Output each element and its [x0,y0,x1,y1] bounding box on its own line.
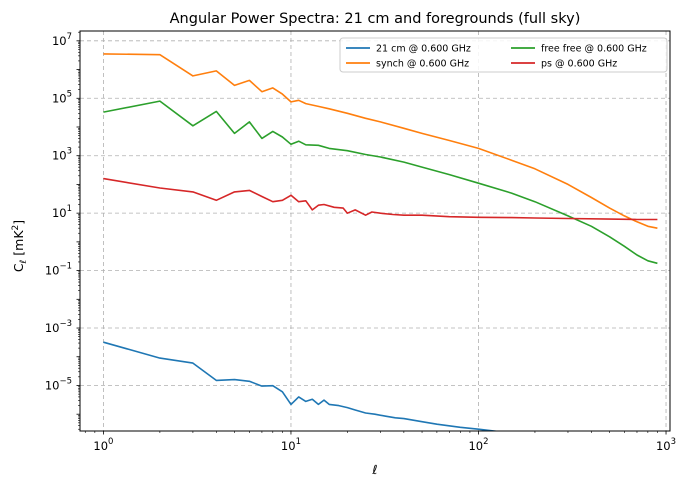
plot-frame [79,30,671,432]
y-tick-label: 107 [52,32,72,48]
x-tick-base: 10 [468,439,483,453]
x-tick-exp: 3 [671,437,676,447]
x-tick-base: 10 [281,439,296,453]
y-tick-label: 10−3 [45,319,72,335]
legend-label-3: free free @ 0.600 GHz [541,44,647,55]
y-tick-exp: −5 [59,376,72,386]
series-layer [103,53,658,431]
y-tick-base: 10 [45,378,60,392]
y-tick-label: 105 [52,89,72,105]
y-tick-exp: 1 [67,204,72,214]
y-tick-base: 10 [52,91,67,105]
x-axis-label: ℓ [371,462,377,477]
y-axis-label-sub: ℓ [19,260,29,265]
x-tick-base: 10 [656,439,671,453]
y-tick-exp: 3 [67,147,72,157]
y-axis-label-unit: [mK [11,230,26,256]
chart-title: Angular Power Spectra: 21 cm and foregro… [170,11,581,27]
legend-label-4: ps @ 0.600 GHz [541,59,617,70]
y-tick-label: 103 [52,147,72,163]
x-tick-label: 102 [468,437,488,453]
legend-label-2: synch @ 0.600 GHz [376,59,469,70]
x-tick-exp: 1 [296,437,301,447]
x-tick-label: 101 [281,437,301,453]
legend-label-1: 21 cm @ 0.600 GHz [376,44,471,55]
x-tick-label: 103 [656,437,676,453]
y-axis-label: Cℓ [mK2] [11,220,29,272]
x-tick-label: 100 [93,437,113,453]
y-tick-base: 10 [52,34,67,48]
y-tick-base: 10 [52,149,67,163]
y-tick-exp: 7 [67,32,72,42]
y-axis-label-unit-exp: 2 [11,225,21,231]
y-tick-base: 10 [45,264,60,278]
y-axis-label-close: ] [11,220,26,225]
y-tick-exp: −1 [59,262,72,272]
y-tick-label: 10−5 [45,376,72,392]
x-tick-base: 10 [93,439,108,453]
series-line-3 [103,100,658,265]
legend-box [339,37,668,73]
y-tick-label: 101 [52,204,72,220]
series-line-1 [103,341,501,431]
legend: 21 cm @ 0.600 GHz synch @ 0.600 GHz free f… [339,37,668,73]
x-tick-exp: 2 [483,437,488,447]
y-tick-exp: −3 [59,319,72,329]
y-tick-base: 10 [52,206,67,220]
y-tick-exp: 5 [67,89,72,99]
x-axis-ticks: 100 101 102 103 [84,431,676,453]
y-axis-label-main: C [11,263,26,272]
x-tick-exp: 0 [108,437,113,447]
y-tick-base: 10 [45,321,60,335]
y-tick-label: 10−1 [45,262,72,278]
series-line-2 [103,53,658,229]
series-line-4 [103,177,658,221]
